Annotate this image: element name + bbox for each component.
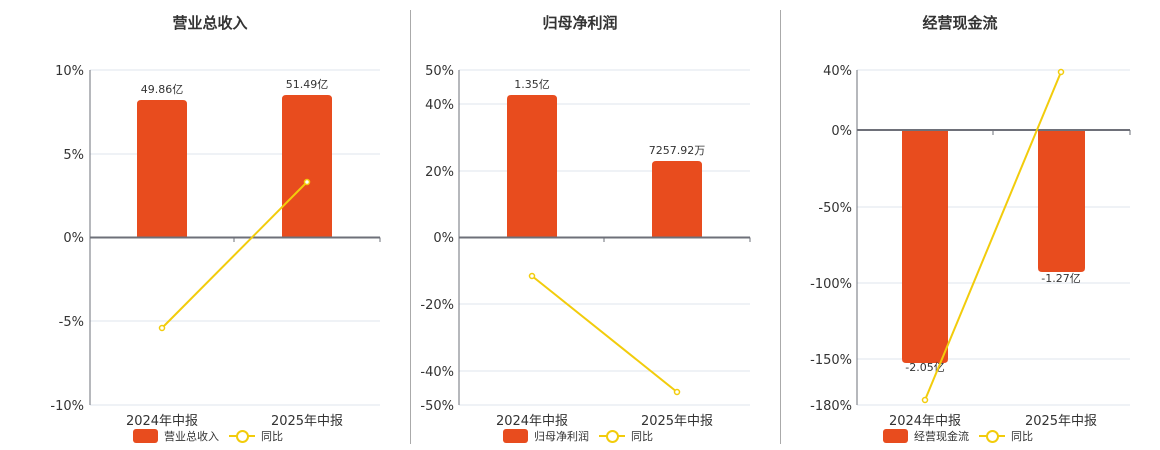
x-category: 2024年中报 <box>496 414 568 429</box>
panel-divider <box>780 10 781 444</box>
chart-title: 归母净利润 <box>542 14 618 32</box>
legend-line-icon[interactable] <box>229 429 255 443</box>
legend-line-label[interactable]: 同比 <box>1011 430 1033 443</box>
y-tick: -50% <box>818 201 852 216</box>
chart-panel-revenue: 营业总收入 10% 5% 0% -5% -10% 49.86亿 51.49亿 2… <box>0 0 410 450</box>
yoy-point <box>303 178 311 186</box>
bar <box>1038 130 1085 272</box>
chart-legend: 归母净利润 同比 <box>503 428 653 444</box>
y-tick: 40% <box>425 98 454 113</box>
chart-plot-net-profit: 50% 40% 20% 0% -20% -40% -50% 1.35亿 7257… <box>420 64 751 429</box>
bar-value-label: 51.49亿 <box>286 78 329 91</box>
bar-value-label: 7257.92万 <box>649 144 706 157</box>
y-tick: 10% <box>55 64 84 79</box>
legend-bar-swatch[interactable] <box>883 429 908 443</box>
yoy-point <box>528 272 536 280</box>
legend-line-label[interactable]: 同比 <box>261 430 283 443</box>
yoy-point <box>158 324 166 332</box>
panel-divider <box>410 10 411 444</box>
legend-bar-label[interactable]: 归母净利润 <box>534 430 589 443</box>
chart-panel-net-profit: 归母净利润 50% 40% 20% 0% -20% -40% -50% 1.35… <box>420 14 751 444</box>
y-tick: -100% <box>810 277 852 292</box>
y-tick: 0% <box>831 124 852 139</box>
chart-legend: 营业总收入 同比 <box>133 428 283 444</box>
y-tick: -180% <box>810 399 852 414</box>
y-tick: -10% <box>50 399 84 414</box>
y-tick: 0% <box>63 231 84 246</box>
y-tick: 0% <box>433 231 454 246</box>
legend-line-icon[interactable] <box>599 429 625 443</box>
legend-line-icon[interactable] <box>979 429 1005 443</box>
y-tick: -150% <box>810 353 852 368</box>
bar-value-label: 1.35亿 <box>514 78 550 91</box>
y-tick: 20% <box>425 165 454 180</box>
x-category: 2025年中报 <box>1025 414 1097 429</box>
bar <box>902 130 948 363</box>
yoy-line <box>531 275 678 393</box>
bar <box>507 95 557 238</box>
chart-title: 营业总收入 <box>172 14 248 32</box>
legend-bar-label[interactable]: 经营现金流 <box>914 430 969 443</box>
bar-value-label: -2.05亿 <box>905 361 944 374</box>
y-tick: -50% <box>420 399 454 414</box>
yoy-point <box>673 388 681 396</box>
chart-plot-revenue: 10% 5% 0% -5% -10% 49.86亿 51.49亿 2024年中报… <box>50 64 381 429</box>
x-category: 2024年中报 <box>889 414 961 429</box>
bar <box>652 161 702 238</box>
bar-value-label: -1.27亿 <box>1041 272 1080 285</box>
y-tick: 50% <box>425 64 454 79</box>
legend-bar-swatch[interactable] <box>503 429 528 443</box>
yoy-point <box>921 396 929 404</box>
yoy-point <box>1057 68 1065 76</box>
legend-line-label[interactable]: 同比 <box>631 430 653 443</box>
x-category: 2025年中报 <box>641 414 713 429</box>
legend-bar-label[interactable]: 营业总收入 <box>164 430 219 443</box>
bar <box>137 100 187 238</box>
y-tick: 5% <box>63 148 84 163</box>
y-tick: -40% <box>420 365 454 380</box>
y-tick: 40% <box>823 64 852 79</box>
bar <box>282 95 332 238</box>
x-category: 2025年中报 <box>271 414 343 429</box>
bar-value-label: 49.86亿 <box>141 83 184 96</box>
y-tick: -20% <box>420 298 454 313</box>
chart-title: 经营现金流 <box>922 14 998 32</box>
yoy-line <box>161 181 308 329</box>
y-tick: -5% <box>59 315 84 330</box>
x-category: 2024年中报 <box>126 414 198 429</box>
yoy-line <box>924 71 1062 401</box>
chart-legend: 经营现金流 同比 <box>883 428 1033 444</box>
legend-bar-swatch[interactable] <box>133 429 158 443</box>
